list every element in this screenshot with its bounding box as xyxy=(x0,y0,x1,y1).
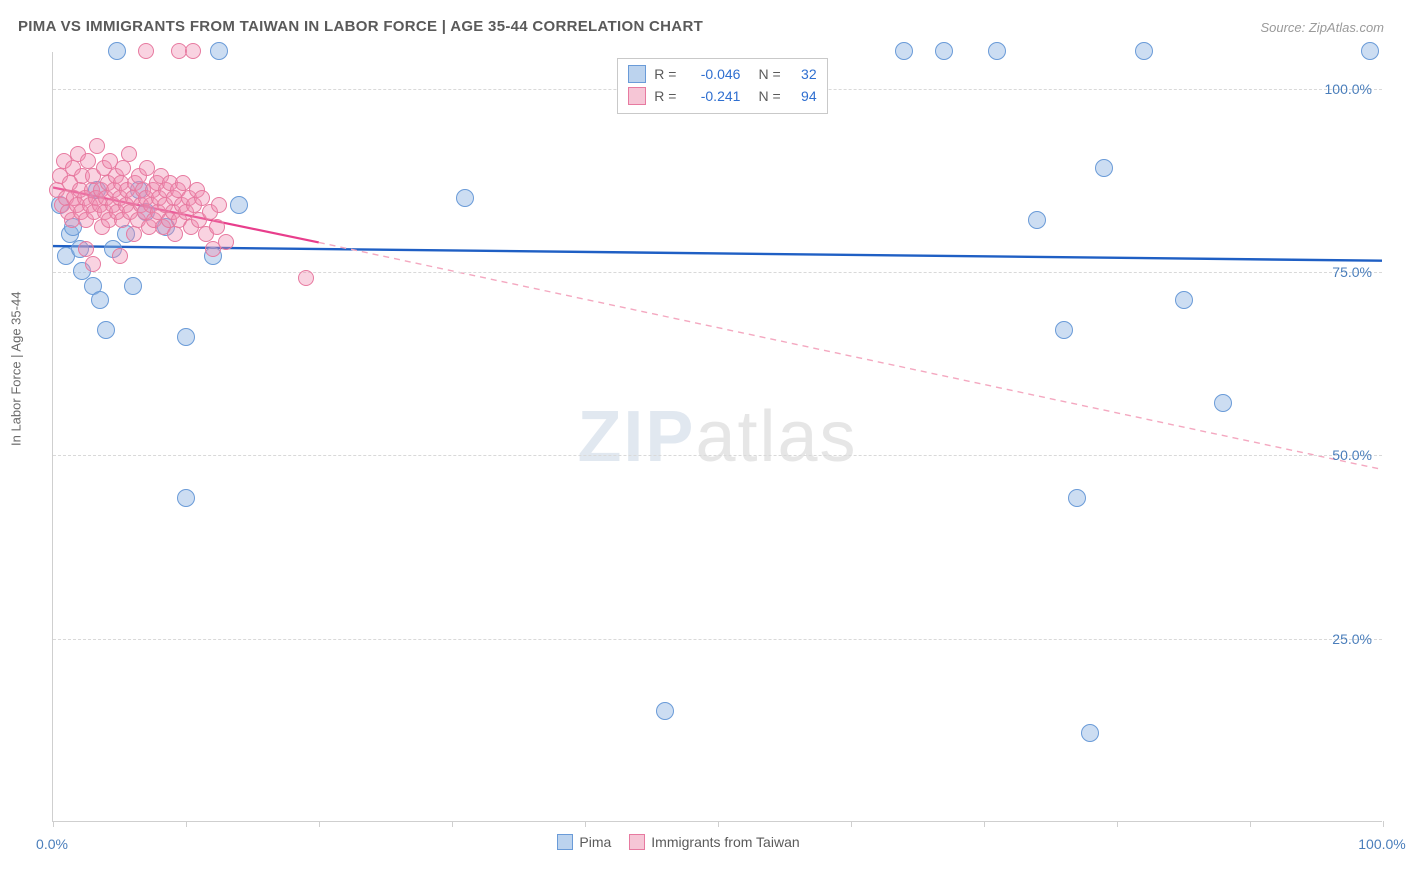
series-legend-label: Pima xyxy=(579,834,611,850)
scatter-point xyxy=(1081,724,1099,742)
x-tick xyxy=(53,821,54,827)
scatter-point xyxy=(89,138,105,154)
correlation-chart: PIMA VS IMMIGRANTS FROM TAIWAN IN LABOR … xyxy=(0,0,1406,892)
x-tick xyxy=(1250,821,1251,827)
scatter-point xyxy=(115,160,131,176)
watermark-zip: ZIP xyxy=(577,397,695,477)
series-legend-item: Pima xyxy=(557,834,611,850)
scatter-point xyxy=(85,256,101,272)
gridline xyxy=(53,639,1382,640)
trend-line xyxy=(319,242,1382,469)
scatter-point xyxy=(80,153,96,169)
scatter-point xyxy=(210,42,228,60)
scatter-point xyxy=(1214,394,1232,412)
y-tick-label: 25.0% xyxy=(1332,631,1372,647)
scatter-point xyxy=(1135,42,1153,60)
x-tick xyxy=(1383,821,1384,827)
scatter-point xyxy=(456,189,474,207)
scatter-point xyxy=(211,197,227,213)
stat-r-label: R = xyxy=(654,63,676,85)
stat-n-value: 94 xyxy=(789,85,817,107)
scatter-point xyxy=(1361,42,1379,60)
y-tick-label: 75.0% xyxy=(1332,264,1372,280)
plot-area: ZIPatlas 25.0% 50.0% 75.0% 100.0% xyxy=(52,52,1382,822)
series-legend: Pima Immigrants from Taiwan xyxy=(557,834,799,850)
stats-row: R = -0.046 N = 32 xyxy=(628,63,816,85)
scatter-point xyxy=(177,489,195,507)
x-tick xyxy=(186,821,187,827)
trend-lines-overlay xyxy=(53,52,1382,821)
x-tick xyxy=(452,821,453,827)
trend-line xyxy=(53,246,1382,261)
stats-legend: R = -0.046 N = 32 R = -0.241 N = 94 xyxy=(617,58,827,114)
scatter-point xyxy=(78,241,94,257)
series-legend-label: Immigrants from Taiwan xyxy=(651,834,799,850)
scatter-point xyxy=(1095,159,1113,177)
y-axis-title: In Labor Force | Age 35-44 xyxy=(9,292,24,446)
source-label: Source: ZipAtlas.com xyxy=(1260,20,1384,35)
gridline xyxy=(53,455,1382,456)
scatter-point xyxy=(218,234,234,250)
watermark-atlas: atlas xyxy=(695,397,857,477)
x-tick xyxy=(984,821,985,827)
scatter-point xyxy=(121,146,137,162)
legend-swatch xyxy=(628,65,646,83)
scatter-point xyxy=(230,196,248,214)
stat-n-value: 32 xyxy=(789,63,817,85)
x-tick-label-max: 100.0% xyxy=(1358,836,1405,852)
x-tick xyxy=(1117,821,1118,827)
stat-n-label: N = xyxy=(758,63,780,85)
x-tick xyxy=(319,821,320,827)
scatter-point xyxy=(177,328,195,346)
y-tick-label: 50.0% xyxy=(1332,447,1372,463)
scatter-point xyxy=(1055,321,1073,339)
watermark: ZIPatlas xyxy=(577,396,857,478)
stat-r-value: -0.241 xyxy=(684,85,740,107)
scatter-point xyxy=(185,43,201,59)
stat-r-label: R = xyxy=(654,85,676,107)
scatter-point xyxy=(935,42,953,60)
scatter-point xyxy=(112,248,128,264)
scatter-point xyxy=(1028,211,1046,229)
scatter-point xyxy=(1175,291,1193,309)
x-tick xyxy=(585,821,586,827)
chart-title: PIMA VS IMMIGRANTS FROM TAIWAN IN LABOR … xyxy=(18,18,703,35)
scatter-point xyxy=(298,270,314,286)
stat-r-value: -0.046 xyxy=(684,63,740,85)
scatter-point xyxy=(91,291,109,309)
scatter-point xyxy=(194,190,210,206)
scatter-point xyxy=(988,42,1006,60)
x-tick xyxy=(851,821,852,827)
scatter-point xyxy=(108,42,126,60)
stats-row: R = -0.241 N = 94 xyxy=(628,85,816,107)
x-tick-label-min: 0.0% xyxy=(36,836,68,852)
scatter-point xyxy=(124,277,142,295)
gridline xyxy=(53,272,1382,273)
legend-swatch xyxy=(628,87,646,105)
stat-n-label: N = xyxy=(758,85,780,107)
scatter-point xyxy=(895,42,913,60)
x-tick xyxy=(718,821,719,827)
scatter-point xyxy=(167,226,183,242)
y-tick-label: 100.0% xyxy=(1325,81,1372,97)
scatter-point xyxy=(1068,489,1086,507)
scatter-point xyxy=(97,321,115,339)
series-legend-item: Immigrants from Taiwan xyxy=(629,834,799,850)
scatter-point xyxy=(209,219,225,235)
legend-swatch xyxy=(557,834,573,850)
scatter-point xyxy=(138,43,154,59)
legend-swatch xyxy=(629,834,645,850)
scatter-point xyxy=(126,226,142,242)
scatter-point xyxy=(656,702,674,720)
